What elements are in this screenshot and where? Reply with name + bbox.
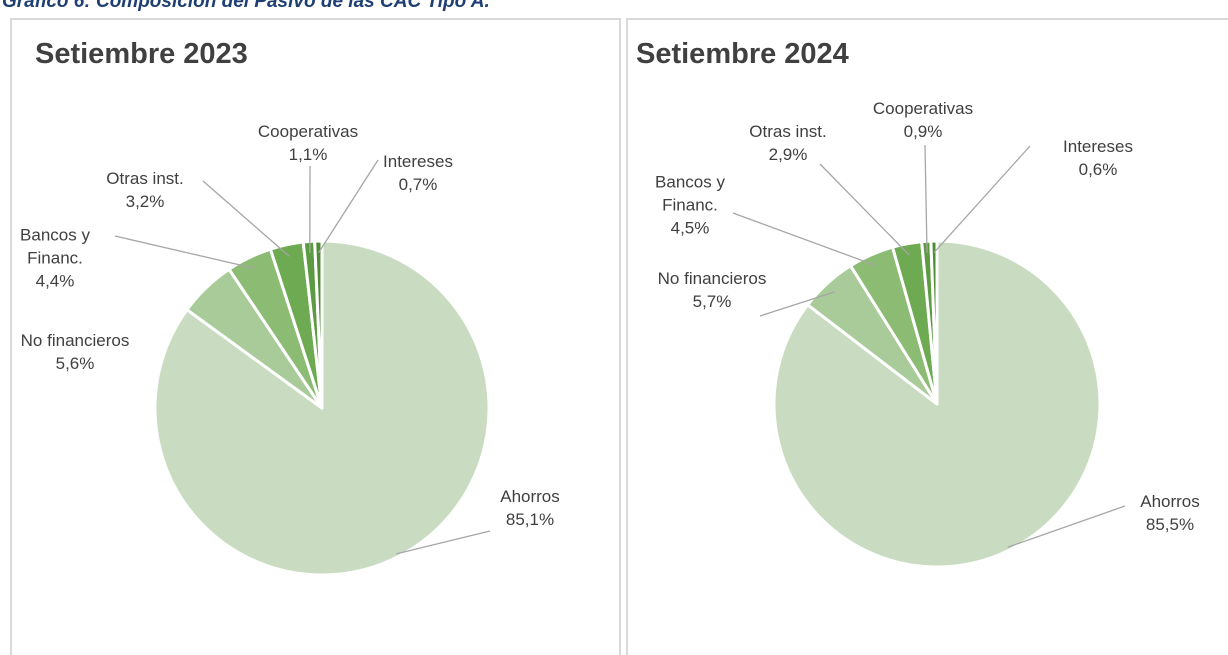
leader-line: [318, 159, 379, 254]
category-label: Otras inst.: [106, 169, 184, 188]
value-label: 5,7%: [692, 292, 732, 311]
value-label: 4,4%: [35, 271, 75, 291]
leader-line: [819, 163, 910, 256]
value-label: 5,6%: [55, 354, 95, 373]
leader-line: [114, 235, 255, 269]
leader-line: [924, 144, 928, 253]
value-label: 85,1%: [505, 510, 555, 529]
data-label: Otras inst. 3,2%: [90, 167, 200, 213]
data-label: Intereses 0,7%: [368, 150, 468, 196]
category-label: Cooperativas: [257, 122, 359, 141]
pie-slice: [929, 239, 939, 406]
figure-title: Gráfico 6: Composición del Pasivo de las…: [2, 0, 490, 12]
value-label: 0,9%: [903, 122, 943, 141]
value-label: 3,2%: [125, 192, 165, 211]
value-label: 85,5%: [1145, 515, 1195, 534]
chart-title: Setiembre 2023: [35, 38, 248, 70]
data-label: Bancos y Financ. 4,5%: [645, 171, 735, 240]
data-label: Cooperativas 0,9%: [863, 97, 983, 143]
category-label: No financieros: [20, 331, 130, 350]
category-label: Intereses: [1063, 137, 1133, 156]
category-label: Cooperativas: [872, 99, 974, 118]
leader-line: [759, 291, 836, 317]
leader-line: [933, 145, 1031, 253]
category-label: Bancos y Financ.: [20, 225, 90, 268]
category-label: Intereses: [383, 152, 453, 171]
data-label: Otras inst. 2,9%: [733, 120, 843, 166]
data-label: Cooperativas 1,1%: [248, 120, 368, 166]
leader-line: [1007, 505, 1126, 548]
data-label: No financieros 5,7%: [657, 267, 767, 313]
chart-title: Setiembre 2024: [636, 38, 849, 70]
leader-line: [732, 212, 876, 267]
value-label: 4,5%: [670, 218, 710, 238]
value-label: 1,1%: [288, 145, 328, 164]
data-label: Bancos y Financ. 4,4%: [10, 224, 100, 293]
value-label: 0,7%: [398, 175, 438, 194]
pie-slice: [313, 239, 324, 410]
category-label: Bancos y Financ.: [655, 172, 725, 215]
value-label: 0,6%: [1078, 160, 1118, 179]
data-label: Intereses 0,6%: [1048, 135, 1148, 181]
data-label: No financieros 5,6%: [20, 329, 130, 375]
category-label: Ahorros: [1140, 492, 1200, 511]
leader-line: [396, 530, 491, 555]
data-label: Ahorros 85,5%: [1130, 490, 1210, 536]
category-label: Otras inst.: [749, 122, 827, 141]
data-label: Ahorros 85,1%: [490, 485, 570, 531]
chart-panel: [10, 18, 621, 655]
category-label: No financieros: [657, 269, 767, 288]
pie-slice: [772, 239, 1102, 569]
leader-line: [202, 180, 290, 257]
category-label: Ahorros: [500, 487, 560, 506]
value-label: 2,9%: [768, 145, 808, 164]
chart-panel: [626, 18, 1228, 655]
